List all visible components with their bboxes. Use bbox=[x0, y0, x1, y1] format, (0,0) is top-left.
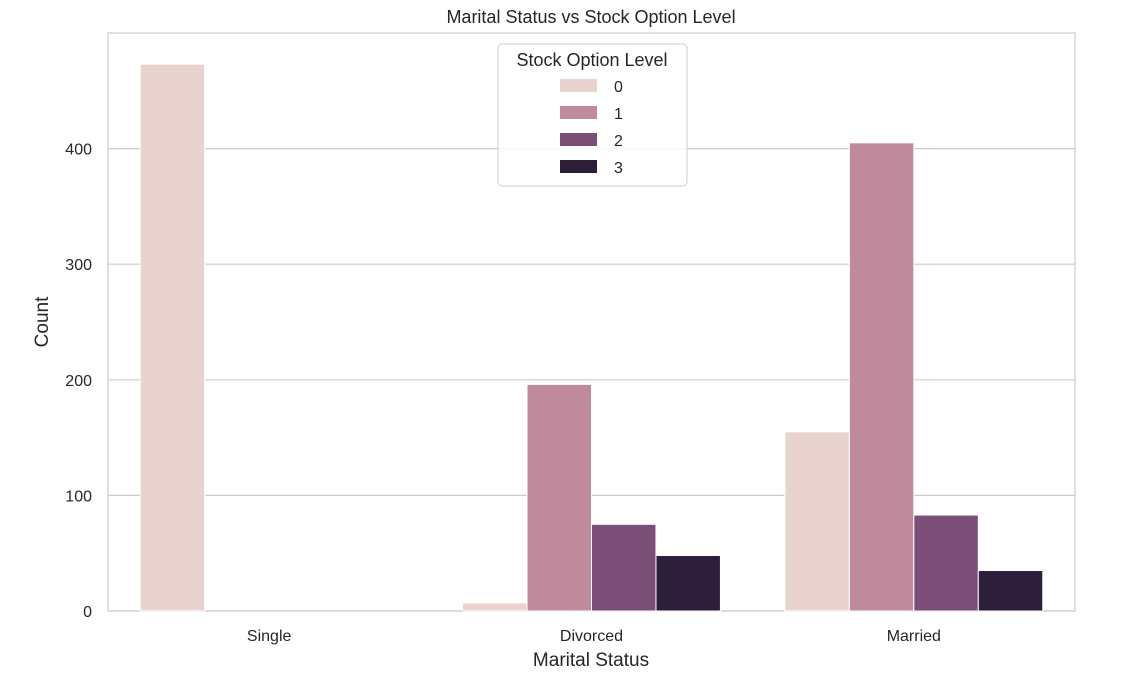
legend-swatch-3 bbox=[560, 160, 597, 173]
x-axis-label: Marital Status bbox=[533, 650, 649, 671]
y-tick-label: 300 bbox=[65, 257, 92, 274]
y-tick-label: 400 bbox=[65, 142, 92, 159]
bar-divorced-0 bbox=[462, 602, 528, 612]
legend-swatch-1 bbox=[560, 106, 597, 119]
legend-label: 1 bbox=[614, 106, 623, 123]
bars bbox=[139, 63, 1044, 612]
chart-title: Marital Status vs Stock Option Level bbox=[446, 7, 735, 27]
bar-single-0 bbox=[139, 63, 206, 612]
bar-married-0 bbox=[784, 431, 850, 612]
legend-swatch-0 bbox=[560, 79, 597, 92]
y-axis-ticks: 0 100 200 300 400 bbox=[65, 142, 92, 621]
legend: Stock Option Level 0 1 2 3 bbox=[497, 43, 688, 187]
legend-label: 0 bbox=[614, 79, 623, 96]
bar-divorced-2 bbox=[591, 523, 657, 612]
bar-married-2 bbox=[913, 514, 979, 612]
y-tick-label: 100 bbox=[65, 488, 92, 505]
y-axis-label: Count bbox=[32, 296, 53, 347]
bar-married-1 bbox=[848, 142, 915, 612]
bar-divorced-3 bbox=[655, 555, 721, 612]
x-tick-label: Single bbox=[247, 628, 292, 645]
legend-label: 2 bbox=[614, 133, 623, 150]
x-tick-label: Married bbox=[887, 628, 941, 645]
bar-married-3 bbox=[977, 570, 1044, 612]
bar-divorced-1 bbox=[526, 383, 592, 612]
legend-swatch-2 bbox=[560, 133, 597, 146]
x-tick-label: Divorced bbox=[560, 628, 623, 645]
y-tick-label: 200 bbox=[65, 373, 92, 390]
x-axis-ticks: Single Divorced Married bbox=[247, 628, 941, 645]
y-tick-label: 0 bbox=[83, 604, 92, 621]
legend-label: 3 bbox=[614, 160, 623, 177]
legend-title: Stock Option Level bbox=[516, 50, 667, 70]
legend-items: 0 1 2 3 bbox=[560, 79, 623, 177]
